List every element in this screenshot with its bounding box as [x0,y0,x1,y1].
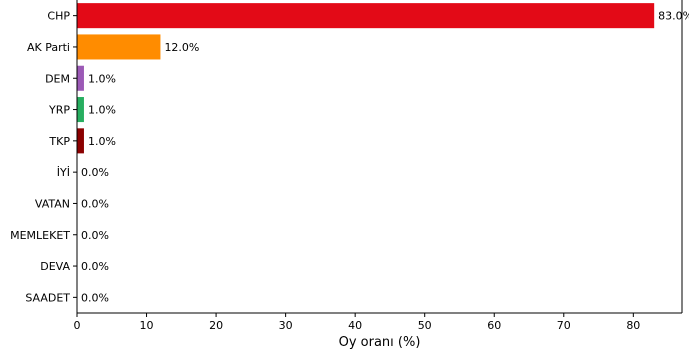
bar-value-label: 1.0% [88,135,116,148]
bar-value-label: 1.0% [88,72,116,85]
bar [77,3,655,29]
y-tick-label: YRP [48,104,70,117]
bar-value-label: 83.0% [658,10,689,23]
y-axis-ticks: CHP AK Parti DEM YRP TKP İYİ VATAN MEMLEKET DEVA… [10,10,77,304]
y-tick-label: İYİ [57,166,70,179]
y-tick-label: VATAN [35,197,70,210]
y-tick-label: SAADET [25,291,70,304]
bar [77,128,84,154]
y-tick-label: CHP [47,10,70,23]
x-tick-label: 40 [348,319,362,332]
x-tick-label: 60 [487,319,501,332]
axes-frame [76,0,683,314]
y-tick-label: TKP [48,135,70,148]
bar [77,34,161,60]
x-tick-label: 50 [418,319,432,332]
x-tick-label: 0 [74,319,81,332]
x-tick-label: 30 [279,319,293,332]
bar [77,65,84,91]
bar-value-label: 0.0% [81,291,109,304]
x-tick-label: 70 [557,319,571,332]
y-tick-label: DEVA [40,260,70,273]
y-tick-label: MEMLEKET [10,229,70,242]
bar-value-label: 0.0% [81,166,109,179]
bar-value-label: 12.0% [164,41,199,54]
bar-value-label: 1.0% [88,104,116,117]
x-tick-label: 80 [626,319,640,332]
bar-labels-group: 83.0% 12.0% 1.0% 1.0% 1.0% 0.0% 0.0% 0.0% 0.0% 0.… [81,10,689,305]
x-axis-title: Oy oranı (%) [339,335,421,350]
bar-value-label: 0.0% [81,229,109,242]
bars-group [77,3,655,154]
y-tick-label: AK Parti [27,41,70,54]
bar-value-label: 0.0% [81,260,109,273]
bar [77,97,84,123]
y-tick-label: DEM [45,72,70,85]
x-tick-label: 20 [209,319,223,332]
bar-value-label: 0.0% [81,197,109,210]
x-tick-label: 10 [140,319,154,332]
x-axis-ticks: 0 10 20 30 40 50 60 70 80 [74,313,640,332]
